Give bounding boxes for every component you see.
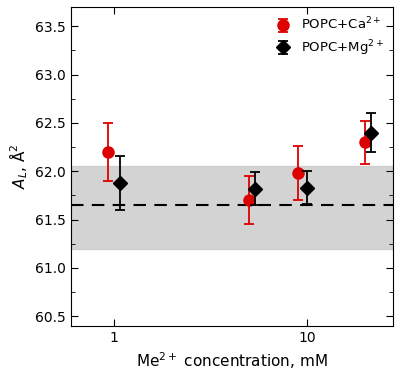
Legend: POPC+Ca$^{2+}$, POPC+Mg$^{2+}$: POPC+Ca$^{2+}$, POPC+Mg$^{2+}$ <box>268 14 386 60</box>
Y-axis label: $A_L$, Å$^2$: $A_L$, Å$^2$ <box>7 144 30 189</box>
X-axis label: Me$^{2+}$ concentration, mM: Me$^{2+}$ concentration, mM <box>136 350 328 371</box>
Bar <box>71 166 393 249</box>
